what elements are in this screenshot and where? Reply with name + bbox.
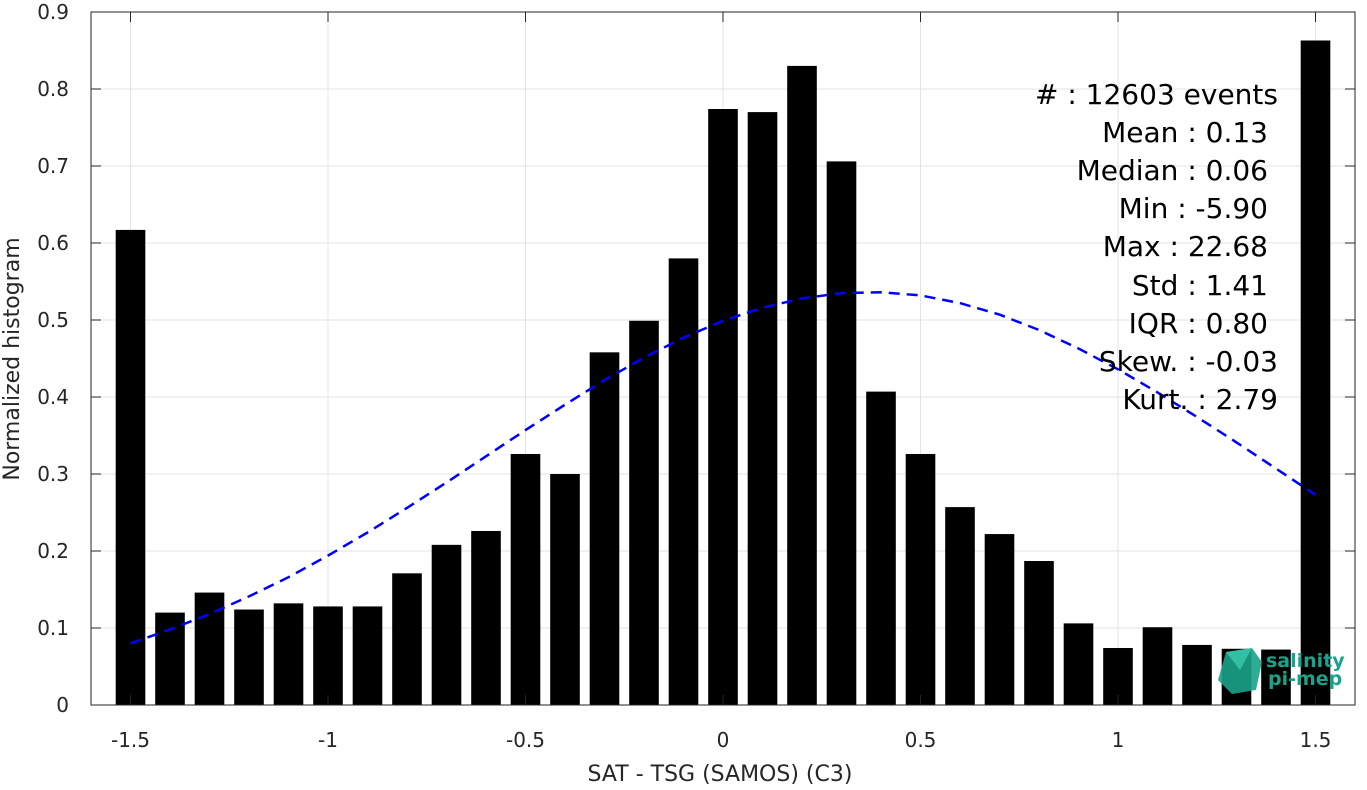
- histogram-bar: [629, 320, 659, 705]
- histogram-bar: [313, 606, 343, 705]
- bars-layer: [115, 40, 1331, 706]
- x-axis-title: SAT - TSG (SAMOS) (C3): [588, 762, 853, 785]
- stats-line: # : 12603 events: [1035, 78, 1278, 111]
- y-tick-label: 0.5: [37, 308, 69, 332]
- histogram-bar: [787, 65, 817, 705]
- stats-line: Max : 22.68: [1103, 230, 1268, 263]
- y-tick-label: 0.8: [37, 77, 69, 101]
- histogram-bar: [708, 109, 738, 705]
- y-tick-label: 0.4: [37, 385, 69, 409]
- y-tick-label: 0.9: [37, 0, 69, 24]
- x-tick-label: 0: [717, 728, 730, 752]
- histogram-bar: [1063, 623, 1094, 705]
- logo-cube-facet: [1226, 648, 1252, 670]
- histogram-bar: [1300, 40, 1331, 706]
- logo-text-line1: salinity: [1266, 650, 1345, 672]
- x-tick-label: 1: [1112, 728, 1125, 752]
- y-tick-label: 0.6: [37, 231, 69, 255]
- histogram-bar: [589, 352, 620, 705]
- stats-line: Std : 1.41: [1132, 269, 1268, 302]
- normal-fit-curve: [130, 291, 1317, 645]
- histogram-bar: [905, 453, 936, 705]
- histogram-bar: [471, 530, 501, 705]
- histogram-bar: [115, 229, 146, 705]
- stats-line: Median : 0.06: [1077, 154, 1268, 187]
- logo-cube-icon: [1218, 648, 1262, 694]
- histogram-bar: [866, 391, 896, 705]
- stats-line: Min : -5.90: [1119, 192, 1268, 225]
- histogram-bar: [747, 112, 778, 706]
- fit-curve-layer: [130, 291, 1317, 645]
- x-tick-label: -1.5: [111, 728, 150, 752]
- histogram-bar: [234, 609, 264, 705]
- stats-line: IQR : 0.80: [1129, 307, 1268, 340]
- histogram-bar: [155, 612, 185, 705]
- salinity-pi-mep-logo: salinity pi-mep: [1218, 648, 1345, 694]
- histogram-bar: [431, 544, 462, 705]
- stats-line: Skew. : -0.03: [1099, 345, 1278, 378]
- histogram-bar: [984, 534, 1015, 705]
- x-tick-label: -0.5: [506, 728, 545, 752]
- histogram-bar: [352, 606, 383, 705]
- x-tick-label: 0.5: [905, 728, 937, 752]
- stats-box: # : 12603 events Mean : 0.13 Median : 0.…: [1035, 78, 1278, 416]
- x-tick-label: 1.5: [1300, 728, 1332, 752]
- histogram-bar: [826, 161, 857, 705]
- histogram-bar: [668, 258, 699, 705]
- y-tick-label: 0.2: [37, 539, 69, 563]
- histogram-bar: [1142, 627, 1173, 705]
- ticks-layer: -1.5 -1 -0.5 0 0.5 1 1.5 0 0.1 0.2 0.3 0.4 0.5 0.6 0.7…: [37, 0, 1355, 752]
- y-axis-title: Normalized histogram: [0, 237, 25, 480]
- histogram-bar: [1182, 644, 1212, 705]
- y-tick-label: 0: [56, 693, 69, 717]
- y-tick-label: 0.7: [37, 154, 69, 178]
- histogram-bar: [392, 573, 422, 705]
- stats-line: Kurt. : 2.79: [1122, 383, 1278, 416]
- histogram-bar: [194, 592, 225, 705]
- histogram-bar: [945, 507, 975, 705]
- histogram-bar: [1261, 649, 1291, 705]
- y-tick-label: 0.1: [37, 616, 69, 640]
- histogram-bar: [550, 474, 580, 705]
- histogram-bar: [273, 603, 304, 705]
- logo-text-line2: pi-mep: [1268, 668, 1342, 690]
- stats-line: Mean : 0.13: [1102, 116, 1268, 149]
- histogram-bar: [510, 453, 541, 705]
- y-tick-label: 0.3: [37, 462, 69, 486]
- x-tick-label: -1: [318, 728, 338, 752]
- histogram-bar: [1024, 561, 1054, 705]
